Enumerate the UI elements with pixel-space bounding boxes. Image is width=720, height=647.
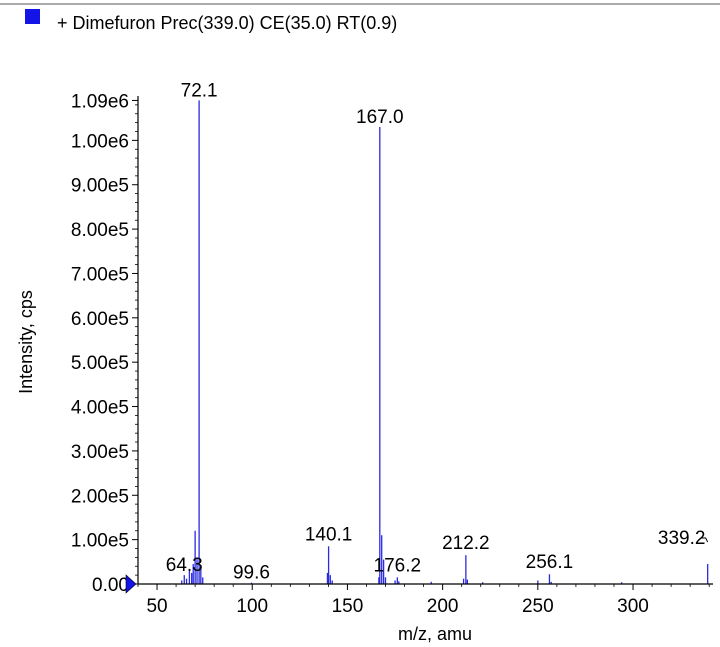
y-tick-label-7: 7.00e5 [71,264,129,285]
peak-label-256.1: 256.1 [526,552,574,573]
x-tick-label-2: 150 [332,596,364,617]
baseline-marker-icon [125,574,137,594]
peak-label-leader-339 [701,537,709,543]
x-tick-label-1: 100 [236,596,268,617]
y-tick-label-10: 1.00e6 [71,131,129,152]
axes: 0.00 1.00e5 2.00e5 3.00e5 4.00e5 5.00e5 6.00e5… [71,91,713,617]
peak-label-99.6: 99.6 [233,563,270,584]
y-tick-label-6: 6.00e5 [71,309,129,330]
peak-label-72.1: 72.1 [181,80,218,101]
peak-label-176.2: 176.2 [374,555,422,576]
y-tick-label-11: 1.09e6 [71,91,129,112]
legend-text: + Dimefuron Prec(339.0) CE(35.0) RT(0.9) [57,13,397,33]
y-axis-title: Intensity, cps [16,290,36,394]
peak-label-64.3: 64.3 [166,555,203,576]
y-tick-label-1: 1.00e5 [71,531,129,552]
y-tick-label-8: 8.00e5 [71,220,129,241]
peak-label-167.0: 167.0 [356,107,404,128]
x-axis-title: m/z, amu [398,624,472,644]
y-tick-label-5: 5.00e5 [71,353,129,374]
x-tick-label-3: 200 [427,596,459,617]
peak-label-212.2: 212.2 [442,533,490,554]
peak-label-339.2: 339.2 [658,528,706,549]
peak-label-140.1: 140.1 [305,524,353,545]
y-tick-label-3: 3.00e5 [71,442,129,463]
plot-area: 64.3 72.1 99.6 140.1 167.0 176.2 212.2 256.1 339… [166,80,709,584]
x-tick-label-0: 50 [146,596,167,617]
x-tick-label-4: 250 [522,596,554,617]
y-tick-label-2: 2.00e5 [71,486,129,507]
y-tick-label-9: 9.00e5 [71,176,129,197]
y-tick-label-0: 0.00 [92,575,129,596]
x-tick-label-5: 300 [617,596,649,617]
legend-swatch [25,9,40,24]
y-tick-label-4: 4.00e5 [71,398,129,419]
